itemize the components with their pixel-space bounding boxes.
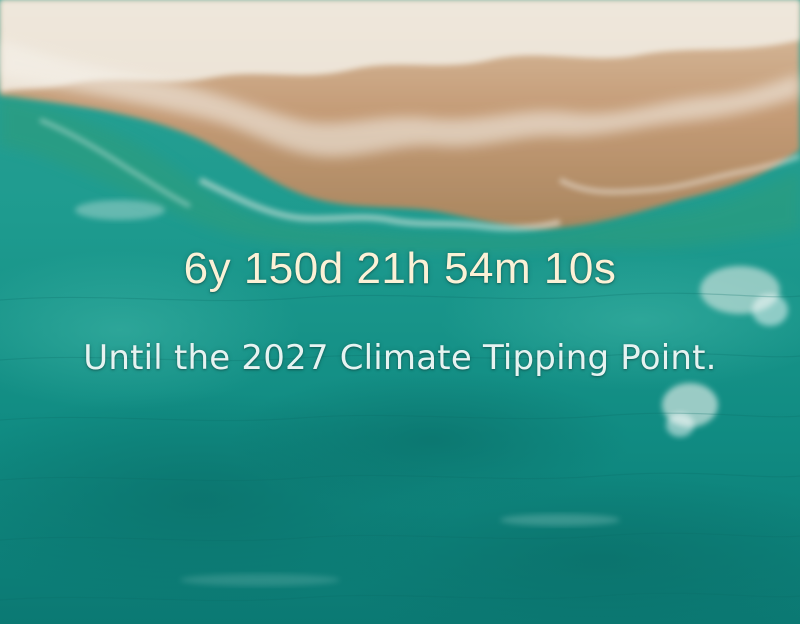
countdown-timer: 6y 150d 21h 54m 10s: [183, 244, 617, 293]
tagline-text: Until the 2027 Climate Tipping Point.: [83, 338, 717, 378]
